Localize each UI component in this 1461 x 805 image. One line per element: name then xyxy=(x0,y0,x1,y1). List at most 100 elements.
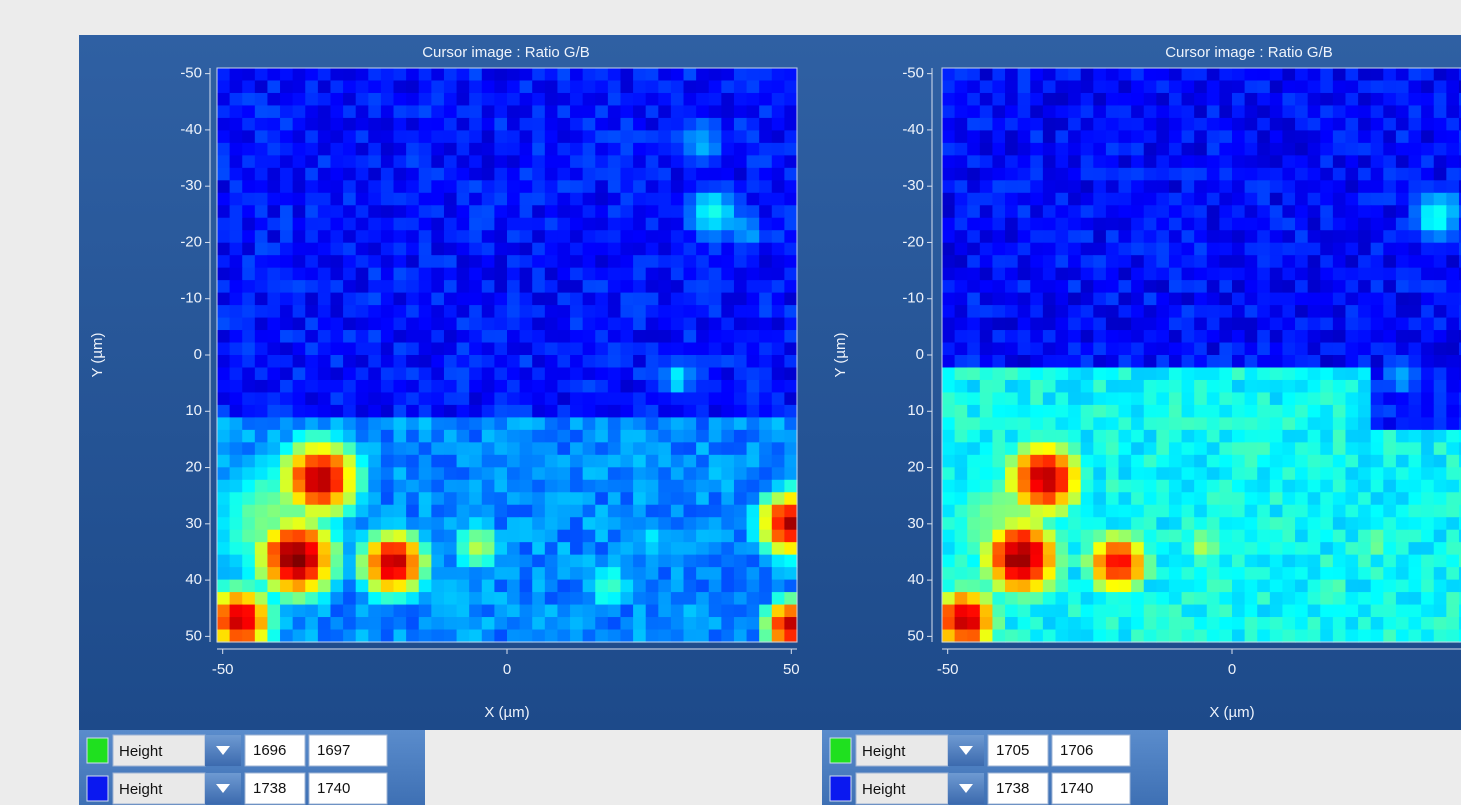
heatmap-pixel xyxy=(1345,530,1358,543)
heatmap-pixel xyxy=(444,318,457,331)
heatmap-pixel xyxy=(305,255,318,268)
heatmap-pixel xyxy=(381,580,394,593)
heatmap-pixel xyxy=(1232,193,1245,206)
heatmap-pixel xyxy=(1434,530,1447,543)
heatmap-pixel xyxy=(633,68,646,81)
heatmap-pixel xyxy=(721,455,734,468)
heatmap-pixel xyxy=(696,218,709,231)
heatmap-pixel xyxy=(1257,517,1270,530)
heatmap-pixel xyxy=(1257,243,1270,256)
heatmap-pixel xyxy=(1030,180,1043,193)
heatmap-pixel xyxy=(1345,255,1358,268)
heatmap-pixel xyxy=(595,180,608,193)
heatmap-pixel xyxy=(406,318,419,331)
heatmap-pixel xyxy=(343,580,356,593)
heatmap-pixel xyxy=(1055,592,1068,605)
heatmap-pixel xyxy=(419,230,432,243)
heatmap-pixel xyxy=(1219,530,1232,543)
heatmap-pixel xyxy=(967,255,980,268)
heatmap-pixel xyxy=(784,180,797,193)
heatmap-pixel xyxy=(1333,130,1346,143)
heatmap-pixel xyxy=(444,355,457,368)
heatmap-pixel xyxy=(1207,68,1220,81)
heatmap-pixel xyxy=(747,455,760,468)
heatmap-pixel xyxy=(507,68,520,81)
heatmap-pixel xyxy=(545,580,558,593)
heatmap-pixel xyxy=(570,380,583,393)
heatmap-pixel xyxy=(1383,517,1396,530)
heatmap-pixel xyxy=(1119,155,1132,168)
heatmap-pixel xyxy=(1043,505,1056,518)
heatmap-pixel xyxy=(330,617,343,630)
heatmap-pixel xyxy=(1005,193,1018,206)
heatmap-pixel xyxy=(684,617,697,630)
heatmap-pixel xyxy=(469,155,482,168)
heatmap-pixel xyxy=(1446,505,1459,518)
heatmap-pixel xyxy=(406,343,419,356)
heatmap-pixel xyxy=(1055,305,1068,318)
heatmap-pixel xyxy=(734,555,747,568)
heatmap-pixel xyxy=(545,467,558,480)
heatmap-pixel xyxy=(1383,505,1396,518)
heatmap-pixel xyxy=(1055,392,1068,405)
heatmap-pixel xyxy=(318,93,331,106)
heatmap-pixel xyxy=(255,280,268,293)
heatmap-pixel xyxy=(1308,405,1321,418)
heatmap-pixel xyxy=(293,230,306,243)
heatmap-pixel xyxy=(1409,467,1422,480)
heatmap-pixel xyxy=(759,630,772,643)
heatmap-pixel xyxy=(368,343,381,356)
heatmap-pixel xyxy=(1232,442,1245,455)
mode-label: Height xyxy=(119,781,163,798)
heatmap-pixel xyxy=(419,492,432,505)
heatmap-pixel xyxy=(1119,542,1132,555)
heatmap-pixel xyxy=(1005,592,1018,605)
heatmap-pixel xyxy=(1156,580,1169,593)
heatmap-pixel xyxy=(242,605,255,618)
heatmap-pixel xyxy=(1232,392,1245,405)
heatmap-pixel xyxy=(595,318,608,331)
heatmap-pixel xyxy=(1119,318,1132,331)
heatmap-pixel xyxy=(570,243,583,256)
heatmap-pixel xyxy=(1219,630,1232,643)
heatmap-pixel xyxy=(734,280,747,293)
heatmap-pixel xyxy=(507,530,520,543)
heatmap-pixel xyxy=(709,155,722,168)
heatmap-pixel xyxy=(784,343,797,356)
heatmap-pixel xyxy=(330,480,343,493)
heatmap-pixel xyxy=(419,330,432,343)
heatmap-pixel xyxy=(747,542,760,555)
heatmap-pixel xyxy=(520,430,533,443)
heatmap-pixel xyxy=(1333,480,1346,493)
heatmap-pixel xyxy=(1396,180,1409,193)
heatmap-pixel xyxy=(747,442,760,455)
heatmap-pixel xyxy=(1207,517,1220,530)
heatmap-pixel xyxy=(1345,143,1358,156)
heatmap-pixel xyxy=(1119,143,1132,156)
heatmap-pixel xyxy=(318,430,331,443)
heatmap-pixel xyxy=(431,330,444,343)
heatmap-pixel xyxy=(1093,580,1106,593)
heatmap-pixel xyxy=(992,218,1005,231)
heatmap-pixel xyxy=(381,405,394,418)
heatmap-pixel xyxy=(1068,155,1081,168)
heatmap-pixel xyxy=(1068,180,1081,193)
heatmap-pixel xyxy=(394,343,407,356)
heatmap-pixel xyxy=(1156,330,1169,343)
heatmap-pixel xyxy=(1245,530,1258,543)
heatmap-pixel xyxy=(570,417,583,430)
heatmap-pixel xyxy=(1005,68,1018,81)
heatmap-pixel xyxy=(1182,218,1195,231)
heatmap-pixel xyxy=(545,293,558,306)
heatmap-pixel xyxy=(658,355,671,368)
heatmap-pixel xyxy=(520,155,533,168)
heatmap-pixel xyxy=(293,367,306,380)
heatmap-pixel xyxy=(1446,318,1459,331)
heatmap-pixel xyxy=(671,280,684,293)
heatmap-pixel xyxy=(721,617,734,630)
heatmap-pixel xyxy=(494,205,507,218)
heatmap-pixel xyxy=(696,293,709,306)
heatmap-pixel xyxy=(1320,118,1333,131)
heatmap-pixel xyxy=(532,417,545,430)
heatmap-pixel xyxy=(1055,617,1068,630)
